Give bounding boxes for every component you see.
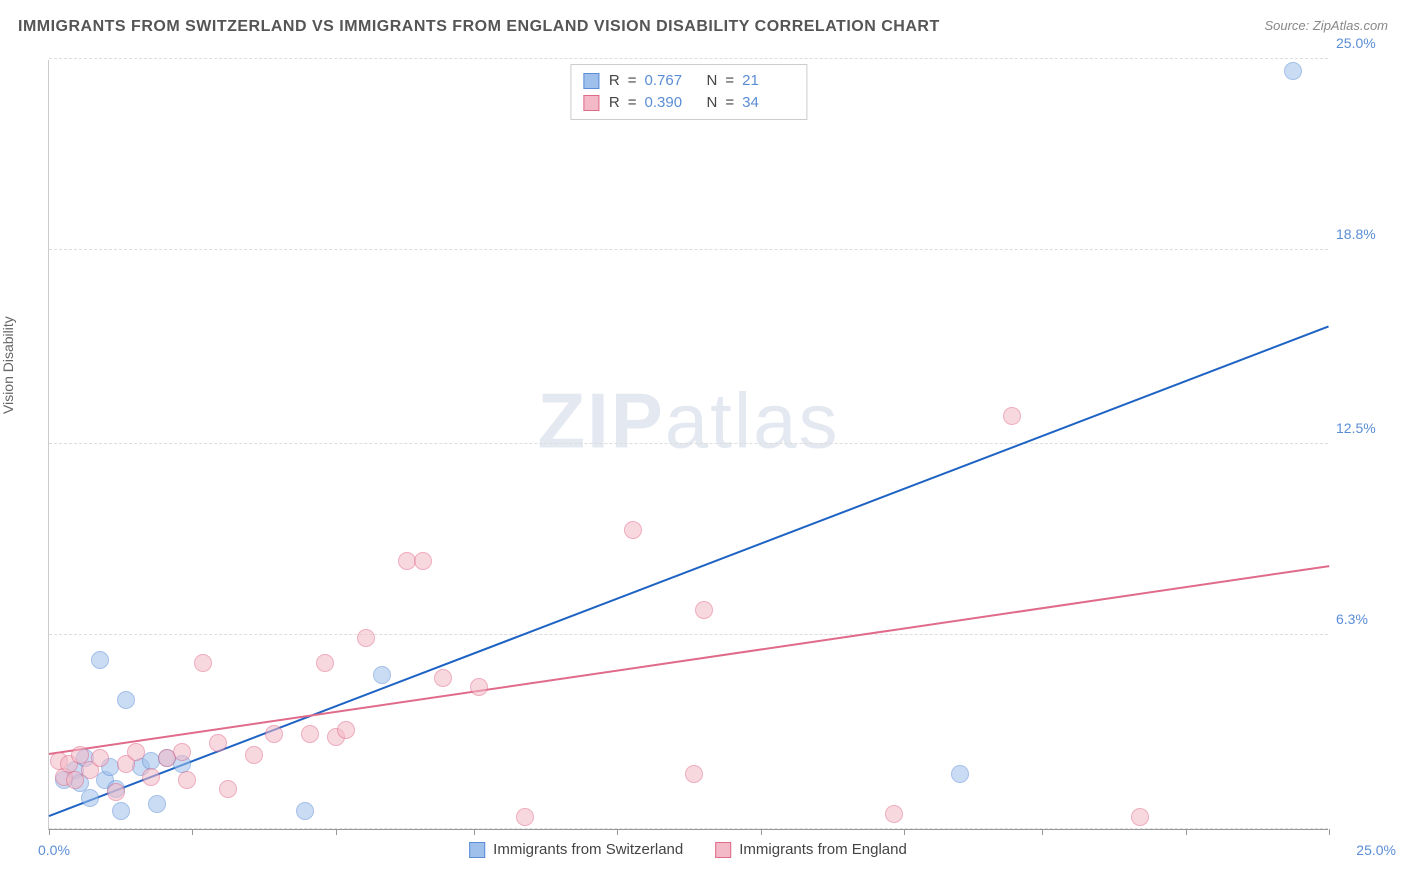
data-point [470,678,488,696]
x-tick [617,829,618,835]
data-point [91,749,109,767]
data-point [142,768,160,786]
data-point [1284,62,1302,80]
data-point [434,669,452,687]
regression-line [49,565,1329,755]
x-tick [1329,829,1330,835]
y-tick-label: 12.5% [1336,420,1396,436]
stats-row: R=0.390N=34 [583,92,794,114]
x-axis-min-label: 0.0% [38,842,70,858]
data-point [624,521,642,539]
data-point [117,691,135,709]
data-point [81,789,99,807]
n-value: 34 [742,92,794,114]
legend-swatch [583,95,599,111]
legend-item: Immigrants from Switzerland [469,841,683,858]
gridline [49,828,1328,829]
regression-line [49,325,1330,817]
x-tick [192,829,193,835]
correlation-stats-legend: R=0.767N=21R=0.390N=34 [570,64,807,120]
scatter-chart: ZIPatlas R=0.767N=21R=0.390N=34 6.3%12.5… [48,60,1328,830]
r-value: 0.767 [645,70,697,92]
x-tick [1186,829,1187,835]
data-point [173,743,191,761]
data-point [178,771,196,789]
data-point [951,765,969,783]
x-tick [1042,829,1043,835]
x-tick [761,829,762,835]
plot-area: ZIPatlas R=0.767N=21R=0.390N=34 6.3%12.5… [48,60,1328,830]
source-attribution: Source: ZipAtlas.com [1264,18,1388,33]
data-point [373,666,391,684]
data-point [209,734,227,752]
legend-swatch [469,842,485,858]
data-point [685,765,703,783]
data-point [194,654,212,672]
data-point [1003,407,1021,425]
r-value: 0.390 [645,92,697,114]
y-axis-label: Vision Disability [0,316,16,414]
data-point [357,629,375,647]
n-value: 21 [742,70,794,92]
series-legend: Immigrants from Switzerland Immigrants fr… [469,841,907,858]
legend-label: Immigrants from Switzerland [493,841,683,858]
data-point [91,651,109,669]
gridline [49,443,1328,444]
legend-swatch [715,842,731,858]
chart-title: IMMIGRANTS FROM SWITZERLAND VS IMMIGRANT… [18,18,940,36]
x-tick [904,829,905,835]
legend-label: Immigrants from England [739,841,907,858]
data-point [127,743,145,761]
x-tick [336,829,337,835]
data-point [107,783,125,801]
data-point [316,654,334,672]
watermark: ZIPatlas [537,376,839,467]
stats-row: R=0.767N=21 [583,70,794,92]
data-point [414,552,432,570]
data-point [516,808,534,826]
data-point [1131,808,1149,826]
gridline [49,58,1328,59]
data-point [219,780,237,798]
y-tick-label: 25.0% [1336,35,1396,51]
gridline [49,634,1328,635]
y-tick-label: 6.3% [1336,611,1396,627]
y-tick-label: 18.8% [1336,226,1396,242]
data-point [301,725,319,743]
data-point [265,725,283,743]
legend-item: Immigrants from England [715,841,907,858]
data-point [296,802,314,820]
x-axis-max-label: 25.0% [1356,842,1396,858]
legend-swatch [583,73,599,89]
data-point [112,802,130,820]
data-point [337,721,355,739]
gridline [49,249,1328,250]
data-point [148,795,166,813]
data-point [245,746,263,764]
x-tick [49,829,50,835]
data-point [695,601,713,619]
x-tick [474,829,475,835]
data-point [885,805,903,823]
